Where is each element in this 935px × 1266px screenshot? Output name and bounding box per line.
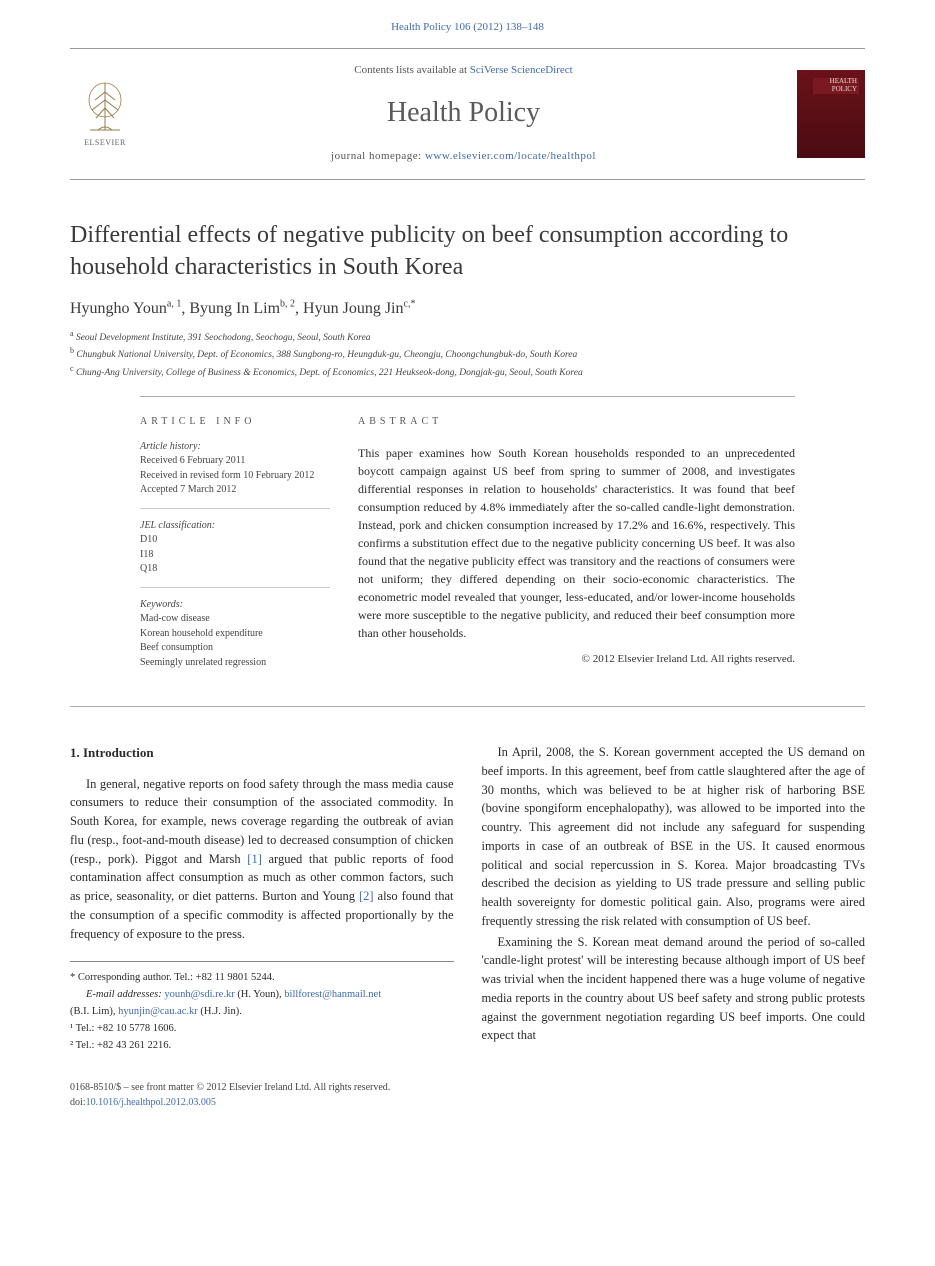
page-footer: 0168-8510/$ – see front matter © 2012 El…	[70, 1080, 865, 1110]
abstract-copyright: © 2012 Elsevier Ireland Ltd. All rights …	[358, 652, 795, 668]
corresponding-author-note: * Corresponding author. Tel.: +82 11 980…	[70, 970, 454, 987]
journal-header: ELSEVIER Contents lists available at Sci…	[70, 48, 865, 180]
keyword-3: Beef consumption	[140, 641, 330, 656]
cover-title-2: POLICY	[832, 85, 857, 93]
ref-1-link[interactable]: [1]	[247, 852, 262, 866]
email-1-link[interactable]: younh@sdi.re.kr	[164, 989, 234, 1000]
doi-link[interactable]: 10.1016/j.healthpol.2012.03.005	[86, 1097, 216, 1108]
abstract-heading: ABSTRACT	[358, 415, 795, 430]
author-3-sup: c,*	[404, 298, 416, 309]
keywords-label: Keywords:	[140, 598, 330, 613]
keyword-4: Seemingly unrelated regression	[140, 656, 330, 671]
elsevier-tree-icon	[80, 80, 130, 135]
article-info-heading: ARTICLE INFO	[140, 415, 330, 430]
author-3: Hyun Joung Jin	[303, 300, 403, 317]
footnotes: * Corresponding author. Tel.: +82 11 980…	[70, 961, 454, 1054]
tel-2: ² Tel.: +82 43 261 2216.	[70, 1038, 454, 1055]
received-date: Received 6 February 2011	[140, 454, 330, 469]
affiliation-a: Seoul Development Institute, 391 Seochod…	[76, 333, 371, 343]
elsevier-logo: ELSEVIER	[70, 80, 140, 149]
article-title: Differential effects of negative publici…	[70, 220, 865, 282]
elsevier-label: ELSEVIER	[84, 137, 126, 149]
ref-2-link[interactable]: [2]	[359, 889, 374, 903]
paragraph-3: Examining the S. Korean meat demand arou…	[482, 933, 866, 1046]
revised-date: Received in revised form 10 February 201…	[140, 469, 330, 484]
authors-list: Hyungho Youna, 1, Byung In Limb, 2, Hyun…	[70, 297, 865, 320]
journal-homepage: journal homepage: www.elsevier.com/locat…	[140, 149, 787, 165]
history-label: Article history:	[140, 440, 330, 455]
doi-prefix: doi:	[70, 1097, 86, 1108]
contents-available: Contents lists available at SciVerse Sci…	[140, 63, 787, 79]
article-info-column: ARTICLE INFO Article history: Received 6…	[140, 415, 330, 690]
email-2-link[interactable]: billforest@hanmail.net	[284, 989, 381, 1000]
author-2: Byung In Lim	[189, 300, 280, 317]
affiliations: a Seoul Development Institute, 391 Seoch…	[70, 328, 865, 380]
affiliation-c: Chung-Ang University, College of Busines…	[76, 368, 583, 378]
accepted-date: Accepted 7 March 2012	[140, 483, 330, 498]
article-body: 1. Introduction In general, negative rep…	[70, 743, 865, 1054]
paragraph-2: In April, 2008, the S. Korean government…	[482, 743, 866, 931]
jel-label: JEL classification:	[140, 519, 330, 534]
keyword-2: Korean household expenditure	[140, 627, 330, 642]
author-1: Hyungho Youn	[70, 300, 167, 317]
paragraph-1: In general, negative reports on food saf…	[70, 775, 454, 944]
jel-code-1: D10	[140, 533, 330, 548]
footer-copyright: 0168-8510/$ – see front matter © 2012 El…	[70, 1080, 865, 1095]
jel-code-2: I18	[140, 548, 330, 563]
email-3-link[interactable]: hyunjin@cau.ac.kr	[118, 1006, 198, 1017]
author-1-sup: a, 1	[167, 298, 181, 309]
contents-prefix: Contents lists available at	[354, 64, 469, 76]
journal-name: Health Policy	[140, 93, 787, 134]
keyword-1: Mad-cow disease	[140, 612, 330, 627]
jel-code-3: Q18	[140, 562, 330, 577]
tel-1: ¹ Tel.: +82 10 5778 1606.	[70, 1021, 454, 1038]
email-label: E-mail addresses:	[86, 989, 164, 1000]
section-1-heading: 1. Introduction	[70, 743, 454, 763]
sciencedirect-link[interactable]: SciVerse ScienceDirect	[470, 64, 573, 76]
journal-cover-thumbnail: HEALTH POLICY	[797, 70, 865, 158]
abstract-column: ABSTRACT This paper examines how South K…	[358, 415, 795, 690]
affiliation-b: Chungbuk National University, Dept. of E…	[76, 351, 577, 361]
abstract-text: This paper examines how South Korean hou…	[358, 444, 795, 642]
homepage-link[interactable]: www.elsevier.com/locate/healthpol	[425, 150, 596, 162]
author-2-sup: b, 2	[280, 298, 295, 309]
homepage-prefix: journal homepage:	[331, 150, 425, 162]
header-citation: Health Policy 106 (2012) 138–148	[0, 0, 935, 48]
